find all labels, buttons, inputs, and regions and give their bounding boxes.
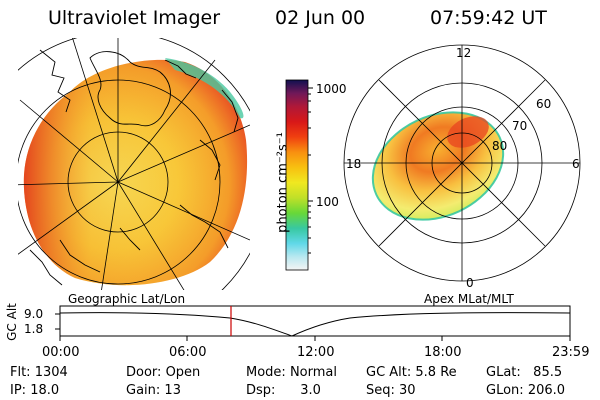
status-label: Seq: xyxy=(366,383,395,398)
altitude-ytick-top: 9.0 xyxy=(24,307,44,321)
status-label: Dsp: xyxy=(246,383,276,398)
polar-grid xyxy=(343,44,581,282)
mlt-label-6: 6 xyxy=(572,157,580,171)
status-value: 18.0 xyxy=(30,383,60,398)
status-label: IP: xyxy=(10,383,27,398)
status-value: Open xyxy=(165,365,201,380)
mlt-label-12: 12 xyxy=(456,46,472,60)
polar-aurora-rim xyxy=(371,111,505,221)
instrument-title: Ultraviolet Imager xyxy=(48,7,221,29)
status-value: 5.8 Re xyxy=(415,365,457,380)
polar-aurora-hot xyxy=(447,116,489,148)
colorbar-unit-label: photon cm⁻²s⁻¹ xyxy=(275,132,291,233)
status-label: Flt: xyxy=(10,365,31,380)
mlat-label-60: 60 xyxy=(536,97,552,111)
status-mode: Mode: Normal xyxy=(246,366,337,379)
status-gain: Gain: 13 xyxy=(126,384,181,397)
geo-aurora-edge xyxy=(23,59,248,286)
mlat-label-70: 70 xyxy=(512,119,528,133)
time-label: 07:59:42 UT xyxy=(430,7,547,29)
status-value: 3.0 xyxy=(300,383,321,398)
coastlines xyxy=(29,49,239,286)
altitude-curve xyxy=(59,312,571,337)
xtick-1800: 18:00 xyxy=(424,345,462,360)
status-value: 13 xyxy=(164,383,181,398)
colorbar-tick-1000: 1000 xyxy=(316,82,347,96)
status-label: Door: xyxy=(126,365,162,380)
date-label: 02 Jun 00 xyxy=(275,7,366,29)
xtick-2359: 23:59 xyxy=(552,345,590,360)
status-ip: IP: 18.0 xyxy=(10,384,59,397)
status-label: GC Alt: xyxy=(366,365,412,380)
polar-panel-label: Apex MLat/MLT xyxy=(424,292,514,306)
status-dsp: Dsp: 3.0 xyxy=(246,384,321,397)
status-value: 1304 xyxy=(34,365,68,380)
altitude-plot xyxy=(55,305,571,341)
mlt-label-18: 18 xyxy=(346,157,362,171)
status-label: Mode: xyxy=(246,365,286,380)
status-value: 85.5 xyxy=(533,365,563,380)
status-label: Gain: xyxy=(126,383,161,398)
status-value: 30 xyxy=(399,383,416,398)
status-gc-alt: GC Alt: 5.8 Re xyxy=(366,366,457,379)
geo-panel-label: Geographic Lat/Lon xyxy=(68,292,186,306)
status-seq: Seq: 30 xyxy=(366,384,416,397)
polar-map xyxy=(343,44,581,282)
status-glon: GLon: 206.0 xyxy=(486,384,565,397)
colorbar-tick-100: 100 xyxy=(316,195,339,209)
status-value: 206.0 xyxy=(527,383,566,398)
status-glat: GLat: 85.5 xyxy=(486,366,562,379)
mlt-label-0: 0 xyxy=(466,276,474,290)
geographic-map xyxy=(18,38,250,290)
mlat-label-80: 80 xyxy=(492,139,508,153)
xtick-0600: 06:00 xyxy=(169,345,207,360)
status-flt: Flt: 1304 xyxy=(10,366,68,379)
altitude-ylabel: GC Alt xyxy=(5,303,19,341)
altitude-ytick-bottom: 1.8 xyxy=(24,322,44,336)
geo-grid xyxy=(18,38,250,290)
xtick-0000: 00:00 xyxy=(42,345,80,360)
colorbar xyxy=(285,79,313,271)
status-label: GLon: xyxy=(486,383,524,398)
status-label: GLat: xyxy=(486,365,521,380)
status-value: Normal xyxy=(289,365,337,380)
xtick-1200: 12:00 xyxy=(297,345,335,360)
status-door: Door: Open xyxy=(126,366,200,379)
